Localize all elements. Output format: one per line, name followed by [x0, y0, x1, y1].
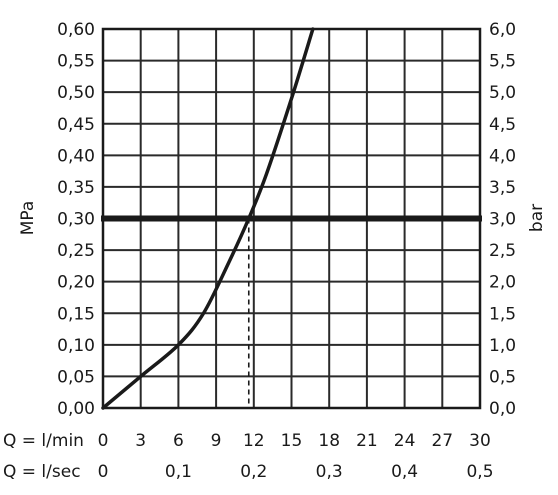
x-tick-label-lmin: 18	[318, 431, 340, 451]
x-tick-label-lsec: 0,1	[165, 462, 192, 482]
y-tick-label-left: 0,00	[57, 399, 95, 419]
x-axis-unit-label-lsec: Q = l/sec	[3, 462, 81, 482]
plot-frame	[101, 27, 482, 410]
x-tick-label-lmin: 27	[431, 431, 453, 451]
y-axis-label-left: MPa	[18, 201, 38, 236]
y-tick-label-left: 0,20	[57, 273, 95, 293]
series-lines	[101, 27, 315, 410]
y-tick-label-right: 3,0	[489, 210, 516, 230]
x-axis-unit-label-lmin: Q = l/min	[3, 431, 84, 451]
y-tick-label-right: 6,0	[489, 20, 516, 40]
y-tick-label-right: 0,0	[489, 399, 516, 419]
y-tick-label-right: 1,0	[489, 336, 516, 356]
tick-labels: 0,000,050,100,150,200,250,300,350,400,45…	[57, 20, 516, 482]
y-tick-label-left: 0,60	[57, 20, 95, 40]
x-tick-label-lmin: 24	[394, 431, 416, 451]
y-tick-label-right: 5,5	[489, 52, 516, 72]
y-tick-label-left: 0,45	[57, 115, 95, 135]
x-tick-label-lmin: 15	[281, 431, 303, 451]
y-tick-label-left: 0,40	[57, 146, 95, 166]
y-tick-label-right: 2,5	[489, 241, 516, 261]
y-tick-label-left: 0,25	[57, 241, 95, 261]
y-tick-label-right: 4,0	[489, 146, 516, 166]
y-tick-label-right: 3,5	[489, 178, 516, 198]
y-tick-label-left: 0,50	[57, 83, 95, 103]
x-tick-label-lmin: 6	[173, 431, 184, 451]
reference-lines	[101, 215, 482, 408]
y-tick-label-right: 4,5	[489, 115, 516, 135]
y-axis-label-right: bar	[527, 204, 547, 232]
y-tick-label-right: 2,0	[489, 273, 516, 293]
x-tick-label-lsec: 0,4	[391, 462, 418, 482]
x-tick-label-lsec: 0,2	[240, 462, 267, 482]
x-tick-label-lmin: 3	[135, 431, 146, 451]
x-tick-label-lsec: 0,3	[316, 462, 343, 482]
plot-border	[101, 27, 482, 410]
y-tick-label-right: 1,5	[489, 304, 516, 324]
y-tick-label-left: 0,15	[57, 304, 95, 324]
x-tick-label-lsec: 0	[98, 462, 109, 482]
y-tick-label-right: 5,0	[489, 83, 516, 103]
y-tick-label-right: 0,5	[489, 367, 516, 387]
y-tick-label-left: 0,30	[57, 210, 95, 230]
pressure-flow-curve	[101, 27, 315, 410]
y-tick-label-left: 0,35	[57, 178, 95, 198]
y-tick-label-left: 0,05	[57, 367, 95, 387]
x-tick-label-lmin: 0	[98, 431, 109, 451]
x-tick-label-lsec: 0,5	[466, 462, 493, 482]
x-tick-label-lmin: 21	[356, 431, 378, 451]
y-tick-label-left: 0,55	[57, 52, 95, 72]
y-tick-label-left: 0,10	[57, 336, 95, 356]
x-tick-label-lmin: 12	[243, 431, 265, 451]
x-tick-label-lmin: 30	[469, 431, 491, 451]
x-tick-label-lmin: 9	[211, 431, 222, 451]
